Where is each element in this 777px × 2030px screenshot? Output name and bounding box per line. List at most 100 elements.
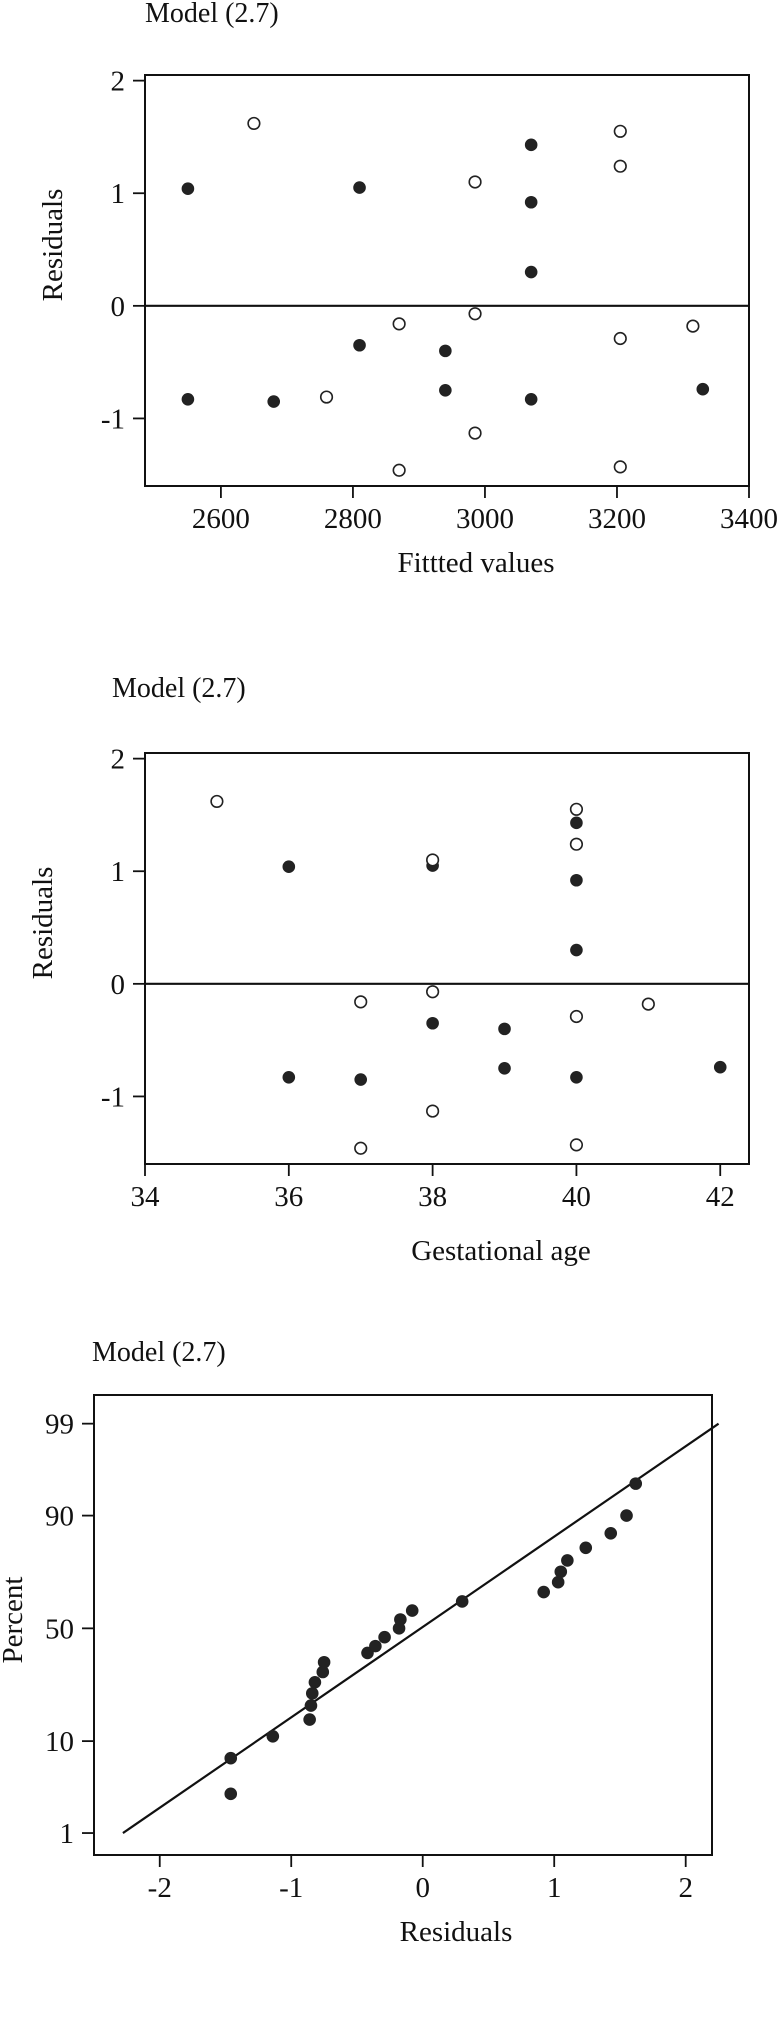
data-point-filled bbox=[570, 1070, 583, 1084]
y-tick-label: 99 bbox=[45, 1409, 74, 1441]
data-point-filled bbox=[570, 873, 583, 887]
data-point-open bbox=[426, 853, 440, 867]
data-point-open bbox=[468, 426, 482, 440]
chart-title: Model (2.7) bbox=[145, 0, 279, 29]
x-tick-label: 42 bbox=[706, 1181, 735, 1213]
data-point-filled bbox=[353, 181, 366, 194]
x-tick-label: 1 bbox=[547, 1872, 562, 1904]
data-point-filled bbox=[579, 1541, 593, 1555]
y-tick-label: -1 bbox=[101, 403, 125, 435]
data-point-filled bbox=[282, 1070, 296, 1084]
y-tick-label: 10 bbox=[45, 1726, 74, 1758]
y-axis-label: Residuals bbox=[37, 189, 69, 302]
data-point-filled bbox=[224, 1787, 238, 1801]
data-point-filled bbox=[498, 1022, 511, 1036]
data-point-open bbox=[247, 116, 261, 131]
x-tick-label: 36 bbox=[274, 1181, 303, 1213]
data-point-open bbox=[468, 307, 482, 321]
chart-title: Model (2.7) bbox=[112, 673, 246, 704]
x-tick-label: 2800 bbox=[324, 503, 382, 535]
x-tick-label: 38 bbox=[418, 1181, 447, 1213]
x-tick-label: -1 bbox=[279, 1872, 303, 1904]
data-points bbox=[122, 1422, 720, 1834]
x-axis-label: Gestational age bbox=[411, 1235, 591, 1267]
x-tick-label: 2600 bbox=[192, 503, 250, 535]
data-point-filled bbox=[304, 1699, 318, 1712]
axis-ticks: 2600 2800 3000 3200 3400 2 1 0 -1 bbox=[101, 66, 777, 535]
data-point-filled bbox=[361, 1646, 374, 1660]
data-point-open bbox=[569, 1138, 584, 1152]
data-point-filled bbox=[554, 1565, 568, 1579]
data-point-open bbox=[210, 794, 224, 809]
data-point-filled bbox=[394, 1613, 407, 1626]
data-point-filled bbox=[498, 1061, 511, 1075]
data-point-open bbox=[426, 1104, 440, 1118]
plot-frame bbox=[93, 1394, 713, 1856]
data-points bbox=[145, 794, 749, 1155]
data-point-open bbox=[569, 802, 584, 816]
data-point-filled bbox=[524, 138, 538, 152]
data-point-filled bbox=[378, 1630, 391, 1644]
y-axis-label: Percent bbox=[0, 1577, 29, 1664]
data-point-open bbox=[569, 837, 584, 851]
x-tick-label: 0 bbox=[415, 1872, 430, 1904]
data-points bbox=[145, 116, 749, 477]
data-point-filled bbox=[537, 1585, 550, 1599]
data-point-filled bbox=[620, 1509, 633, 1522]
data-point-filled bbox=[426, 1016, 439, 1030]
data-point-filled bbox=[305, 1687, 319, 1700]
data-point-filled bbox=[267, 395, 281, 408]
plot-frame bbox=[144, 752, 750, 1165]
y-tick-label: 1 bbox=[111, 178, 126, 210]
data-point-filled bbox=[181, 392, 195, 406]
x-tick-label: 3000 bbox=[456, 503, 514, 535]
data-point-open bbox=[641, 997, 655, 1011]
data-point-filled bbox=[551, 1575, 565, 1589]
x-tick-label: -2 bbox=[148, 1872, 172, 1904]
data-point-open bbox=[468, 175, 482, 189]
data-point-filled bbox=[439, 383, 452, 397]
data-point-filled bbox=[561, 1554, 574, 1567]
data-point-open bbox=[613, 331, 627, 346]
data-point-open bbox=[392, 463, 406, 477]
data-point-filled bbox=[696, 382, 710, 396]
y-tick-label: 1 bbox=[60, 1818, 75, 1850]
gestational-age-residual-plot: Model (2.7) Residuals Gestational age 34… bbox=[27, 673, 750, 1267]
data-point-open bbox=[613, 460, 627, 474]
normal-fit-line bbox=[122, 1422, 720, 1834]
y-tick-label: 2 bbox=[111, 66, 126, 98]
y-tick-label: 90 bbox=[45, 1501, 74, 1533]
data-point-filled bbox=[524, 195, 538, 209]
data-point-filled bbox=[629, 1477, 643, 1490]
data-point-open bbox=[426, 985, 440, 999]
data-point-filled bbox=[224, 1751, 238, 1765]
data-point-filled bbox=[604, 1526, 618, 1540]
y-tick-label: 0 bbox=[111, 969, 126, 1001]
x-tick-label: 3200 bbox=[588, 503, 646, 535]
x-tick-label: 2 bbox=[678, 1872, 693, 1904]
y-tick-label: 1 bbox=[111, 856, 126, 888]
data-point-open bbox=[613, 124, 627, 138]
y-tick-label: -1 bbox=[101, 1081, 125, 1113]
data-point-open bbox=[569, 1009, 584, 1024]
data-point-filled bbox=[405, 1604, 419, 1617]
data-point-filled bbox=[353, 338, 366, 352]
data-point-filled bbox=[303, 1713, 316, 1726]
data-point-filled bbox=[282, 860, 296, 874]
data-point-filled bbox=[308, 1675, 322, 1689]
y-tick-label: 50 bbox=[45, 1613, 74, 1645]
normal-probability-plot: Model (2.7) Percent Residuals -2 -1 0 1 2 99 9… bbox=[0, 1337, 720, 1948]
chart-title: Model (2.7) bbox=[92, 1337, 226, 1368]
y-tick-label: 0 bbox=[111, 291, 126, 323]
data-point-filled bbox=[181, 182, 195, 196]
plot-frame bbox=[144, 74, 750, 487]
data-point-open bbox=[686, 319, 700, 333]
data-point-open bbox=[319, 390, 334, 404]
data-point-filled bbox=[455, 1595, 469, 1608]
x-axis-label: Fittted values bbox=[397, 547, 554, 579]
data-point-filled bbox=[317, 1655, 331, 1669]
data-point-open bbox=[613, 159, 627, 173]
data-point-filled bbox=[266, 1729, 280, 1743]
